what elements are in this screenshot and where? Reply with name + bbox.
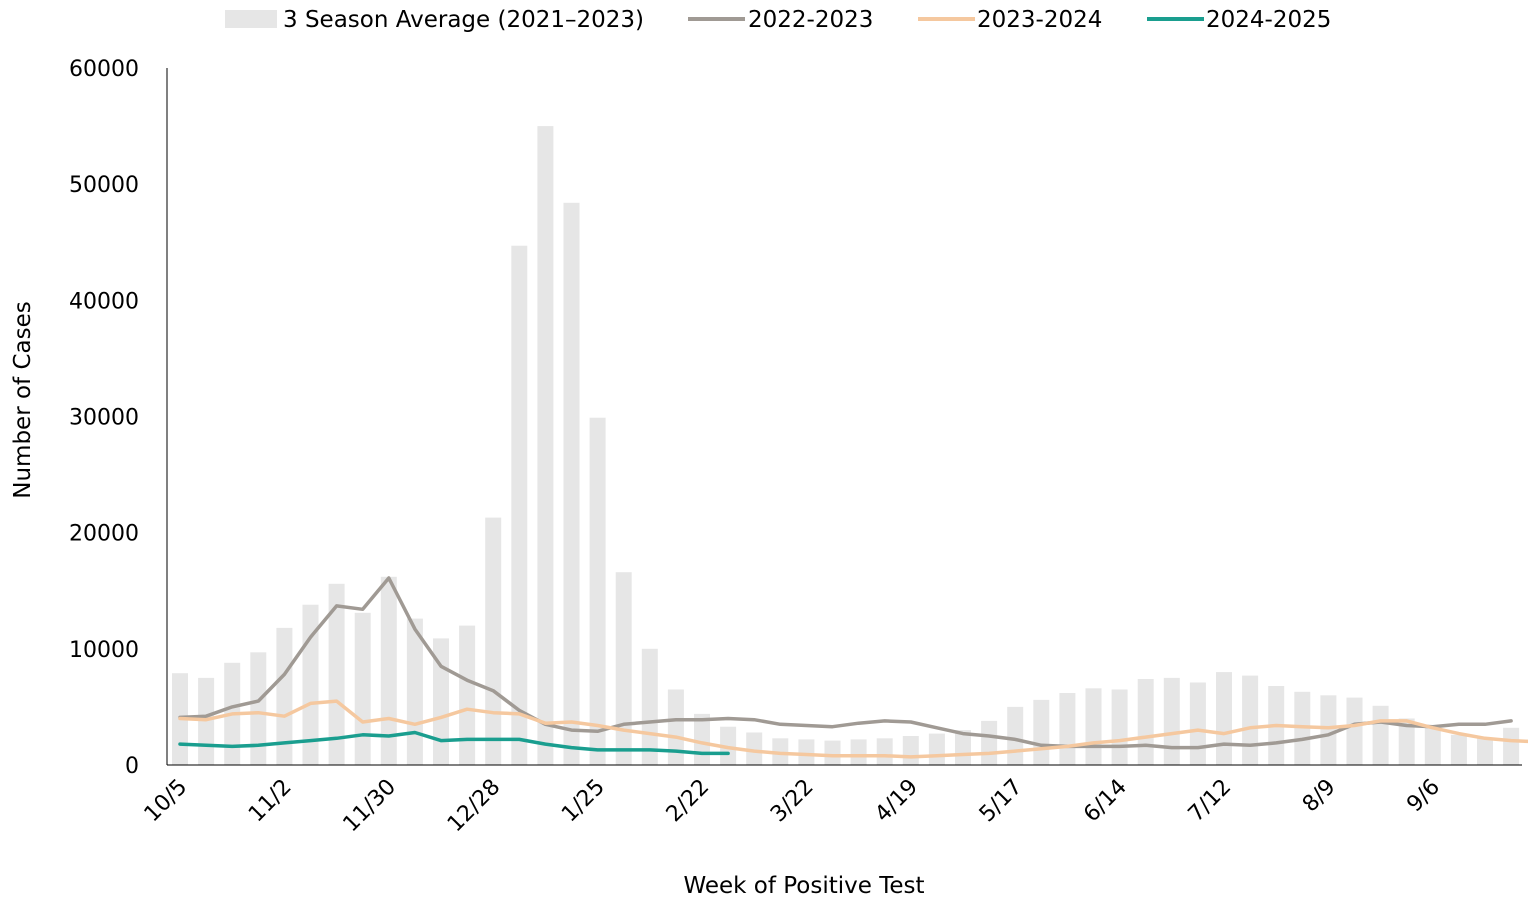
bar-3-season-average — [1346, 697, 1363, 765]
bar-3-season-average — [1085, 688, 1102, 765]
legend-label-bars: 3 Season Average (2021–2023) — [283, 7, 644, 33]
bar-3-season-average — [354, 612, 371, 765]
bar-3-season-average — [667, 689, 684, 765]
bar-3-season-average — [1163, 677, 1180, 765]
bar-3-season-average — [1503, 727, 1520, 765]
y-tick-label: 40000 — [69, 289, 139, 314]
bar-3-season-average — [406, 618, 423, 765]
x-tick-label: 8/9 — [1298, 775, 1341, 818]
series-line-2023-2024 — [178, 699, 1528, 759]
bar-3-season-average — [902, 736, 919, 765]
bar-3-season-average — [1137, 679, 1154, 765]
bar-3-season-average — [589, 417, 606, 765]
bar-3-season-average — [1216, 672, 1232, 765]
bar-3-season-average — [824, 740, 841, 765]
bar-3-season-average — [250, 652, 267, 765]
bar-3-season-average — [459, 625, 476, 765]
bar-3-season-average — [485, 517, 502, 765]
bar-3-season-average — [876, 738, 893, 765]
bar-3-season-average — [328, 583, 345, 765]
bar-3-season-average — [1424, 727, 1441, 765]
lines-layer — [178, 576, 1528, 759]
x-tick-labels: 10/5 11/2 11/30 12/28 1/25 2/22 3/22 4/19 5/17 6/… — [140, 775, 1445, 838]
x-tick-label: 10/5 — [140, 775, 193, 828]
bar-3-season-average — [1189, 682, 1206, 765]
bar-3-season-average — [981, 720, 998, 765]
bar-3-season-average — [563, 202, 580, 766]
legend: 3 Season Average (2021–2023) 2022-2023 2… — [225, 7, 1331, 33]
bar-3-season-average — [1372, 705, 1389, 765]
y-tick-label: 20000 — [69, 522, 139, 547]
legend-label-2023-2024: 2023-2024 — [977, 7, 1102, 33]
bar-3-season-average — [1007, 706, 1024, 765]
bar-3-season-average — [641, 648, 658, 765]
bar-3-season-average — [928, 733, 945, 765]
x-tick-label: 3/22 — [766, 775, 819, 828]
legend-label-2022-2023: 2022-2023 — [748, 7, 873, 33]
y-tick-label: 0 — [125, 754, 139, 779]
bars-layer — [172, 126, 1520, 766]
bar-3-season-average — [276, 627, 293, 765]
y-axis-title: Number of Cases — [10, 301, 36, 498]
bar-3-season-average — [850, 739, 867, 765]
bar-3-season-average — [537, 126, 554, 766]
bar-3-season-average — [798, 739, 815, 765]
bar-3-season-average — [615, 572, 632, 765]
legend-label-2024-2025: 2024-2025 — [1206, 7, 1331, 33]
bar-3-season-average — [1242, 675, 1259, 765]
y-tick-label: 10000 — [69, 638, 139, 663]
series-line-2024-2025 — [178, 730, 730, 756]
x-axis-title: Week of Positive Test — [683, 873, 924, 899]
bar-3-season-average — [694, 713, 710, 765]
y-tick-label: 60000 — [69, 57, 139, 82]
y-tick-label: 30000 — [69, 406, 139, 431]
x-tick-label: 2/22 — [662, 775, 715, 828]
x-tick-label: 9/6 — [1402, 775, 1445, 818]
bar-3-season-average — [1033, 699, 1050, 765]
bar-3-season-average — [1398, 718, 1415, 765]
x-tick-label: 4/19 — [870, 775, 923, 828]
y-tick-label: 50000 — [69, 173, 139, 198]
y-tick-labels: 0 10000 20000 30000 40000 50000 60000 — [69, 57, 139, 779]
x-tick-label: 7/12 — [1184, 775, 1237, 828]
x-tick-label: 5/17 — [975, 775, 1028, 828]
bar-3-season-average — [746, 732, 763, 765]
bar-3-season-average — [1477, 738, 1493, 765]
x-tick-label: 12/28 — [443, 775, 506, 838]
bar-3-season-average — [1450, 734, 1467, 765]
x-tick-label: 6/14 — [1079, 775, 1132, 828]
x-tick-label: 11/30 — [339, 775, 402, 838]
axes-layer — [166, 68, 1522, 766]
legend-swatch-bars — [225, 10, 277, 28]
bar-3-season-average — [511, 245, 528, 765]
x-tick-label: 11/2 — [244, 775, 297, 828]
bar-3-season-average — [1111, 689, 1128, 765]
bar-3-season-average — [198, 677, 215, 765]
series-line-2022-2023 — [178, 576, 1513, 750]
bar-3-season-average — [1059, 693, 1076, 765]
bar-3-season-average — [1320, 695, 1337, 765]
x-tick-label: 1/25 — [557, 775, 610, 828]
